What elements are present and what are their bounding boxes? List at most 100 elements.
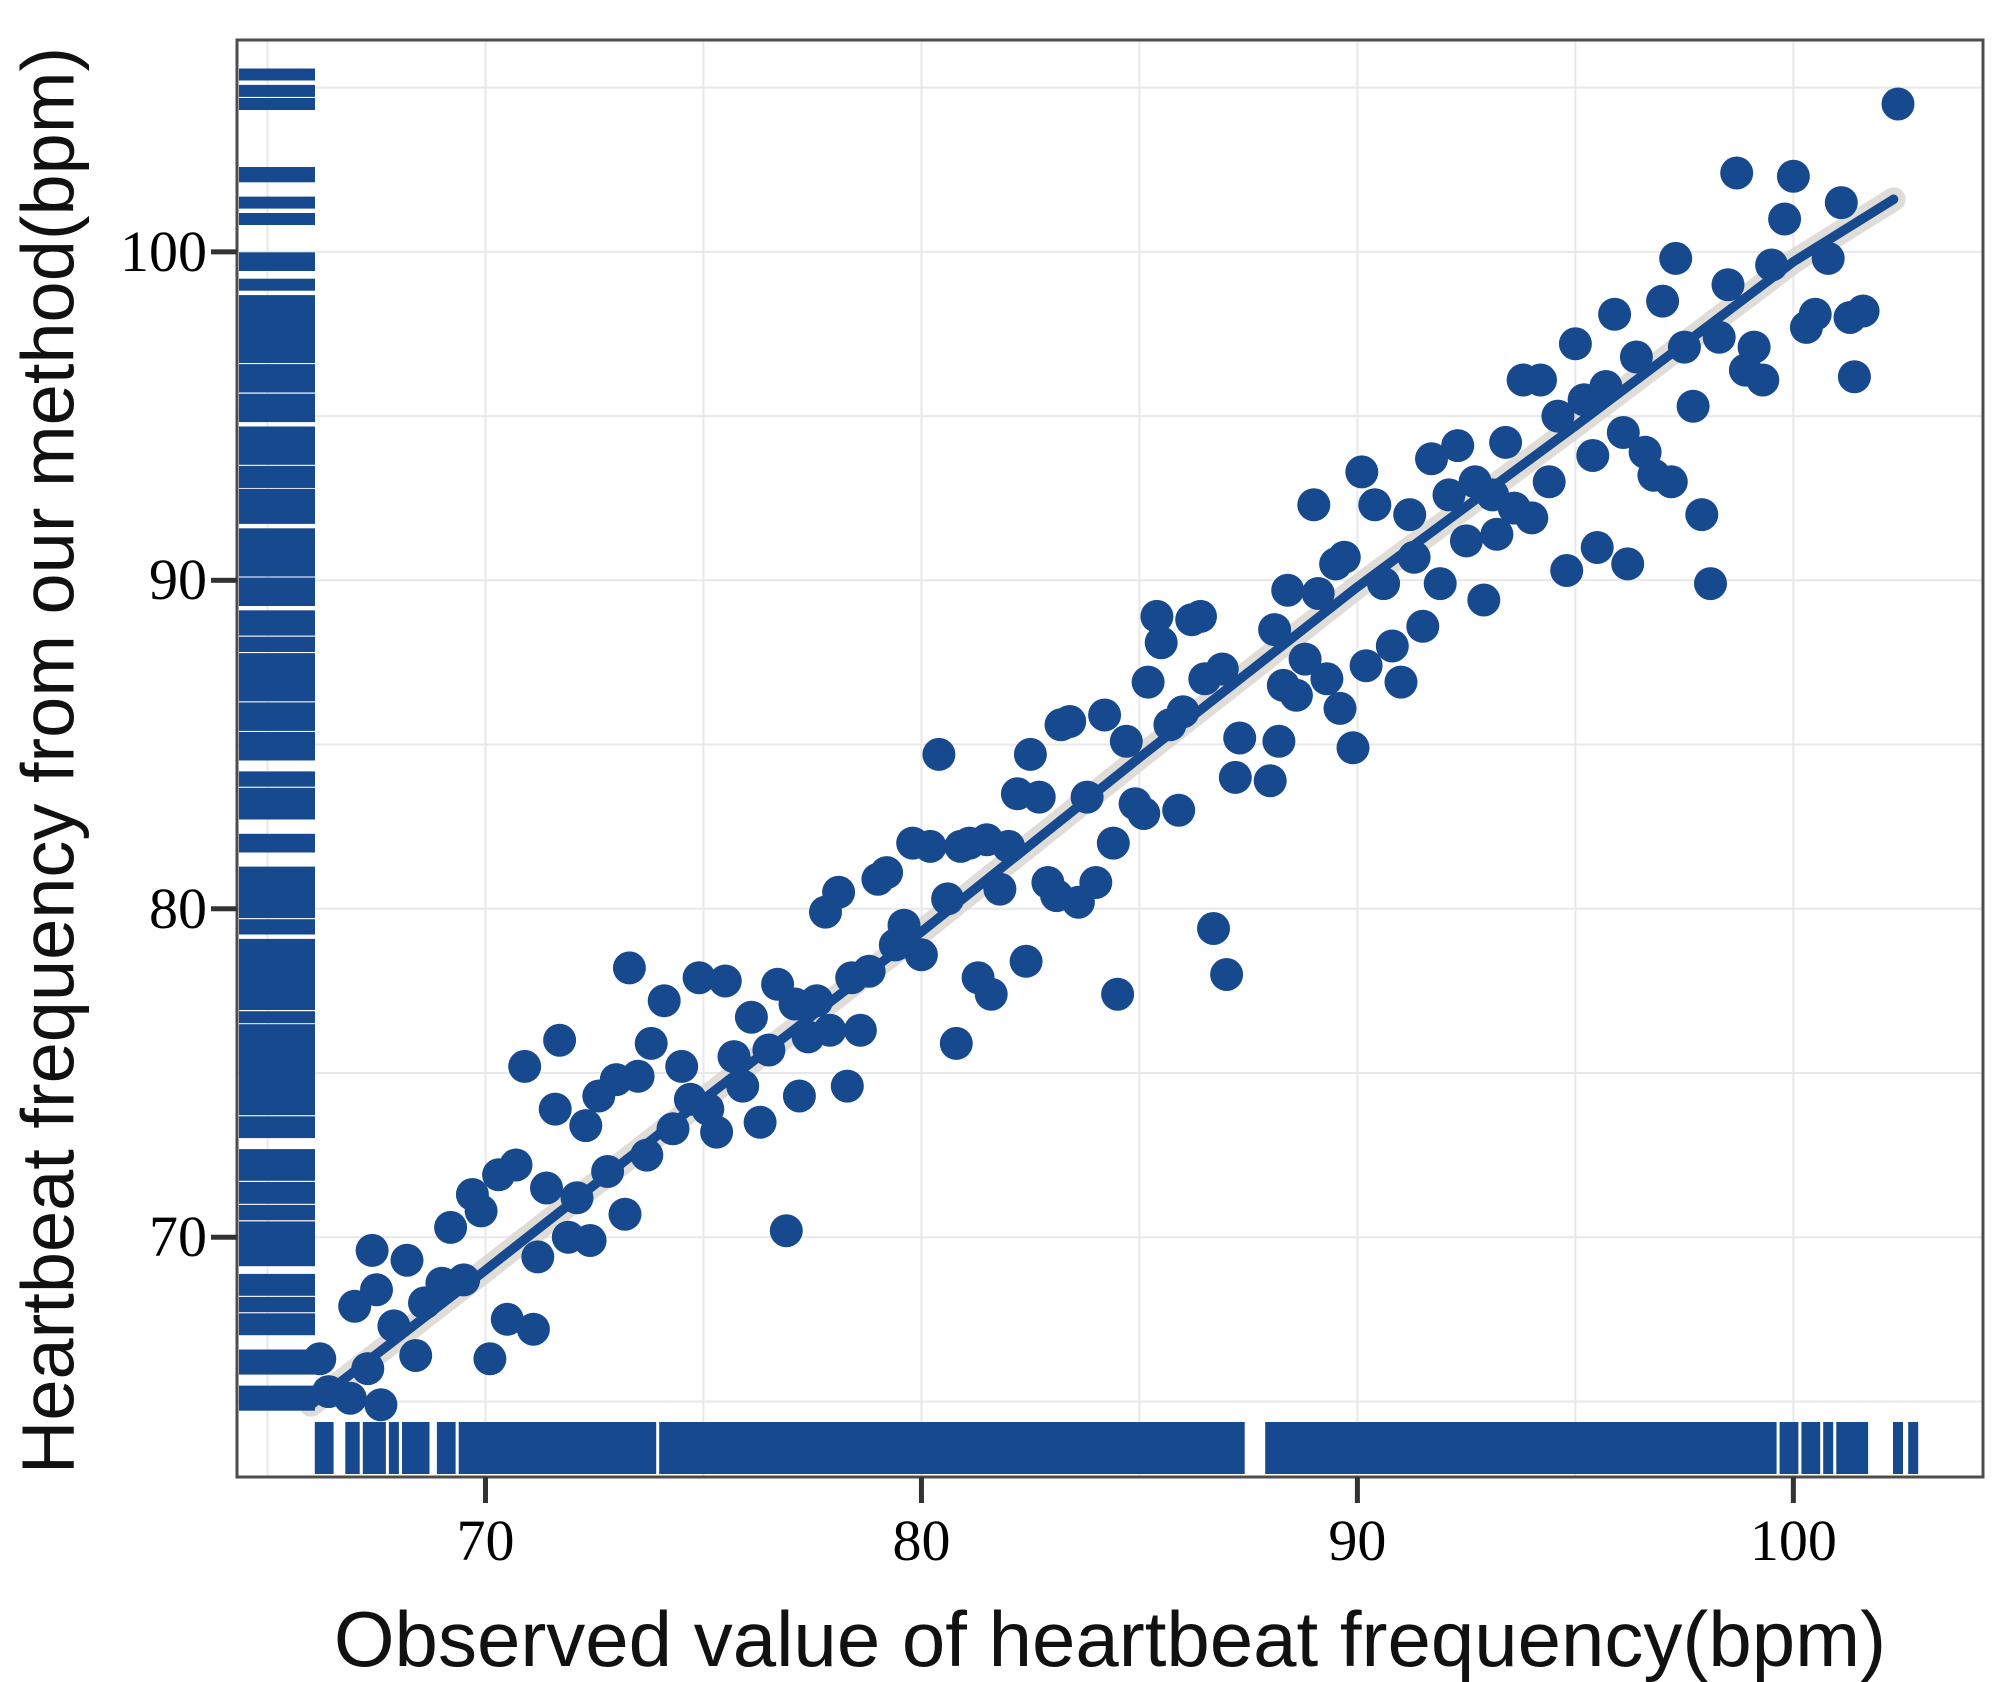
x-rug-mark — [585, 1422, 596, 1474]
x-rug-mark — [1361, 1422, 1372, 1474]
data-point — [1837, 360, 1871, 394]
y-rug-mark — [239, 804, 315, 817]
y-rug-mark — [239, 1313, 315, 1326]
data-point — [1184, 599, 1217, 633]
data-point — [1467, 583, 1501, 617]
data-point — [1415, 442, 1448, 476]
data-point — [1205, 652, 1239, 686]
y-rug-mark — [239, 341, 315, 354]
x-rug-mark — [1723, 1422, 1733, 1474]
y-rug-mark — [239, 577, 315, 590]
y-rug-mark — [239, 213, 315, 225]
x-rug-mark — [1003, 1422, 1014, 1474]
data-point — [530, 1171, 563, 1205]
data-point — [434, 1210, 468, 1244]
data-point — [1022, 780, 1056, 814]
x-rug-mark — [855, 1422, 866, 1474]
x-rug-mark — [1766, 1422, 1777, 1474]
x-rug-mark — [1300, 1422, 1311, 1474]
x-rug-mark — [314, 1422, 325, 1474]
x-rug-mark — [803, 1422, 814, 1474]
x-rug-mark — [541, 1422, 552, 1474]
data-point — [1140, 599, 1174, 633]
data-point — [1375, 629, 1409, 663]
x-rug-mark — [685, 1422, 696, 1474]
y-rug-mark — [239, 475, 315, 488]
x-rug-mark — [1779, 1422, 1790, 1474]
data-point — [1646, 284, 1680, 318]
data-point — [904, 938, 938, 972]
data-point — [1541, 399, 1575, 433]
x-rug-mark — [323, 1422, 334, 1474]
x-rug-mark — [659, 1422, 670, 1474]
x-rug-mark — [1705, 1422, 1716, 1474]
y-rug-mark — [239, 502, 315, 515]
x-rug-mark — [746, 1422, 757, 1474]
data-point — [1393, 498, 1427, 532]
data-point — [939, 1026, 973, 1060]
x-rug-mark — [1823, 1422, 1834, 1474]
x-rug-mark — [1121, 1422, 1132, 1474]
y-rug-mark — [239, 876, 315, 889]
data-point — [743, 1105, 777, 1139]
x-rug-mark — [511, 1422, 521, 1474]
x-rug-mark — [633, 1422, 644, 1474]
x-rug-mark — [1090, 1422, 1101, 1474]
x-rug-mark — [702, 1422, 713, 1474]
x-rug-mark — [1178, 1422, 1188, 1474]
x-tick-label: 100 — [1749, 1508, 1837, 1573]
data-point — [1397, 540, 1431, 574]
data-point — [569, 1109, 603, 1143]
x-rug-mark — [1640, 1422, 1651, 1474]
y-rug-mark — [239, 955, 315, 968]
x-rug-mark — [811, 1422, 822, 1474]
y-rug-mark — [239, 252, 315, 265]
x-rug-mark — [1099, 1422, 1110, 1474]
y-tick-label: 70 — [149, 1204, 207, 1270]
y-rug-mark — [239, 1149, 315, 1162]
x-axis-tick — [918, 1477, 924, 1503]
x-rug-mark — [881, 1422, 892, 1474]
y-rug-mark — [239, 1060, 315, 1073]
x-rug-mark — [1426, 1422, 1437, 1474]
x-rug-mark — [1409, 1422, 1420, 1474]
x-rug-mark — [1509, 1422, 1520, 1474]
x-rug-mark — [1561, 1422, 1572, 1474]
data-point — [333, 1381, 367, 1415]
data-point — [1109, 724, 1143, 758]
x-rug-mark — [964, 1422, 975, 1474]
x-rug-mark — [833, 1422, 844, 1474]
y-tick-label: 90 — [149, 547, 207, 613]
y-rug-mark — [239, 528, 315, 541]
data-point — [1746, 363, 1780, 397]
x-rug-mark — [907, 1422, 918, 1474]
x-rug-mark — [1369, 1422, 1380, 1474]
data-point — [887, 908, 921, 942]
x-rug-mark — [1143, 1422, 1154, 1474]
data-point — [508, 1049, 542, 1083]
x-tick-label: 90 — [1328, 1508, 1387, 1573]
x-rug-mark — [1470, 1422, 1481, 1474]
x-rug-mark — [375, 1422, 386, 1474]
data-point — [1702, 320, 1736, 354]
data-point — [1096, 826, 1130, 860]
x-rug-mark — [1622, 1422, 1633, 1474]
x-rug-mark — [410, 1422, 421, 1474]
x-rug-mark — [676, 1422, 687, 1474]
x-rug-mark — [1208, 1422, 1219, 1474]
x-rug-mark — [1417, 1422, 1428, 1474]
x-rug-mark — [593, 1422, 604, 1474]
data-point — [1009, 944, 1043, 978]
x-rug-mark — [1056, 1422, 1066, 1474]
x-rug-mark — [1282, 1422, 1293, 1474]
data-point — [1676, 389, 1710, 423]
y-rug-mark — [239, 1323, 315, 1336]
data-point — [1210, 958, 1244, 991]
data-point — [1667, 330, 1701, 364]
data-point — [1323, 691, 1357, 725]
y-rug-mark — [239, 295, 315, 308]
x-rug-mark — [349, 1422, 360, 1474]
x-rug-mark — [1435, 1422, 1446, 1474]
data-point — [1144, 626, 1178, 660]
data-point — [1576, 439, 1610, 472]
